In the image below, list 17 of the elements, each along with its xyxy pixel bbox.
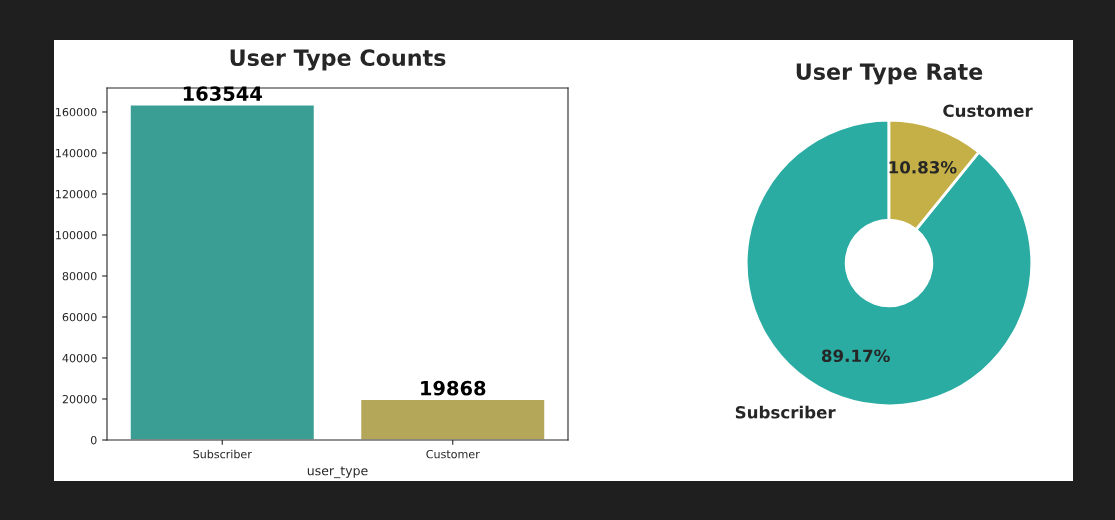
y-tick-label: 60000 — [62, 312, 97, 322]
chart-title: User Type Counts — [230, 49, 446, 71]
slice-label: Customer — [943, 104, 1033, 118]
y-tick-label: 140000 — [56, 148, 97, 158]
data-label: 19868 — [421, 380, 486, 396]
y-tick-label: 100000 — [56, 230, 97, 240]
slice-label: Subscriber — [735, 405, 836, 419]
y-tick-label: 0 — [90, 435, 97, 445]
y-tick-label: 160000 — [56, 107, 97, 117]
y-tick-label: 120000 — [56, 189, 97, 199]
chart-title: User Type Rate — [796, 63, 983, 85]
y-tick-label: 20000 — [62, 394, 97, 404]
data-label: 89.17% — [821, 349, 890, 363]
x-axis-title: user_type — [307, 466, 368, 479]
data-label: 163544 — [183, 86, 262, 101]
y-tick-label: 80000 — [62, 271, 97, 281]
y-tick-label: 40000 — [62, 353, 97, 363]
